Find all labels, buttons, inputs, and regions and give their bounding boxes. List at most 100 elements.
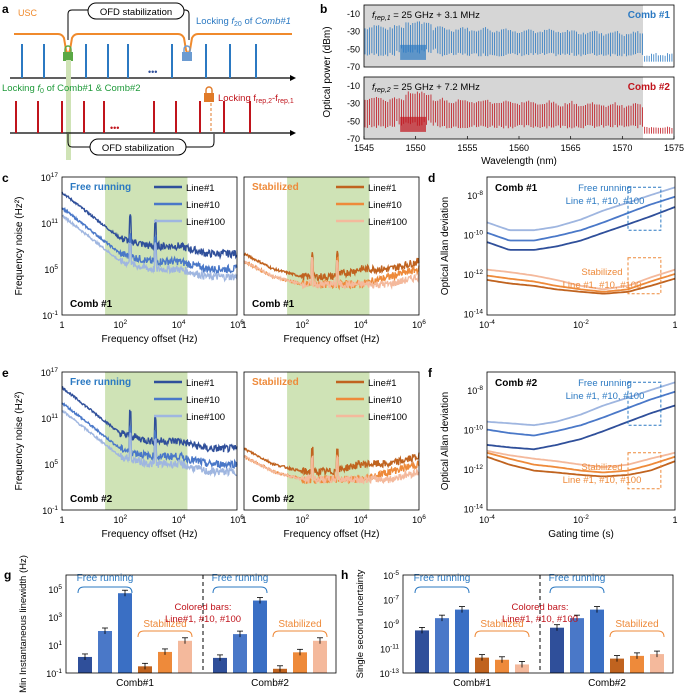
- noise-xlabel: Frequency offset (Hz): [102, 334, 198, 345]
- stab-label: Stabilized: [278, 619, 321, 630]
- noise-series-Line#1: [243, 256, 420, 290]
- bar-ytick: 103: [48, 612, 62, 623]
- bar-ytick: 101: [48, 640, 62, 651]
- stab-label: Stabilized: [143, 619, 186, 630]
- stab-label: Stabilized: [615, 619, 658, 630]
- noise-xlabel: Frequency offset (Hz): [284, 334, 380, 345]
- bar-Stabilized Line#100: [650, 654, 664, 673]
- legend-label: Line#100: [368, 217, 407, 228]
- noise-series-Line#10: [61, 402, 238, 470]
- free-label: Free running: [549, 573, 606, 584]
- allan-free-lines: Line #1, #10, #100: [566, 196, 645, 207]
- noise-xtick: 1: [241, 515, 246, 525]
- noise-xlabel: Frequency offset (Hz): [102, 529, 198, 540]
- spec-xticks: 1545 1550 1555 1560 1565 1570 1575: [354, 136, 684, 153]
- bar-ytick: 10-5: [383, 570, 399, 581]
- spec-ytick: -50: [347, 44, 360, 54]
- noise-xtick: 102: [296, 319, 310, 330]
- spec-ytick: -70: [347, 62, 360, 72]
- spec-ytick: -10: [347, 81, 360, 91]
- legend-label: Line#10: [368, 395, 402, 406]
- bar-Stabilized Line#10: [293, 652, 307, 673]
- comb1-axis-arrow: [290, 75, 296, 81]
- free-bracket: [77, 586, 133, 594]
- noise-series-Line#1: [61, 409, 238, 478]
- bar-Stabilized Line#10: [158, 651, 172, 673]
- bar-Stabilized Line#1: [610, 658, 624, 673]
- noise-frame: [243, 176, 420, 316]
- free-bracket: [212, 586, 268, 594]
- spec-xtick: 1555: [457, 143, 477, 153]
- panel-h: h Free running Stabilized Comb#1 Free runnin…: [341, 568, 674, 689]
- allan-stab-lines: Line #1, #10, #100: [563, 475, 642, 486]
- free-bracket: [414, 586, 470, 594]
- spec-xtick: 1575: [664, 143, 684, 153]
- note2: Line#1, #10, #100: [165, 614, 241, 625]
- comb2-dots: •••: [110, 123, 119, 133]
- group-label: Comb#1: [453, 678, 491, 689]
- bar-Free running Line#1: [550, 627, 564, 673]
- allan-ytick: 10-12: [464, 464, 484, 475]
- noise-ytick: 10-1: [42, 505, 58, 516]
- bar-Stabilized Line#10: [630, 655, 644, 673]
- noise-ytick: 1017: [41, 172, 59, 183]
- spec-xtick: 1550: [406, 143, 426, 153]
- noise-xtick: 1: [59, 515, 64, 525]
- noise-xtick: 102: [296, 514, 310, 525]
- allan-ytick: 10-10: [464, 229, 484, 240]
- allan-xtick: 10-2: [573, 514, 589, 525]
- offset-band: [287, 177, 370, 315]
- panel-label: d: [428, 171, 435, 185]
- allan-frame: [486, 371, 676, 511]
- noise-series-Line#10: [61, 206, 238, 276]
- noise-xtick: 106: [230, 319, 244, 330]
- free-box: [627, 381, 662, 426]
- free-label: Free running: [414, 573, 471, 584]
- noise-xtick: 106: [412, 514, 426, 525]
- f0-band: [66, 60, 71, 160]
- spec-ytick: -30: [347, 99, 360, 109]
- bar-Free running Line#100: [455, 609, 469, 673]
- comb-label: Comb #1: [70, 299, 113, 310]
- allan-xtick: 10-4: [479, 319, 495, 330]
- note1: Colored bars:: [511, 602, 568, 613]
- noise-frame: [61, 371, 238, 511]
- allan-ytick: 10-14: [464, 308, 484, 319]
- bar-Free running Line#100: [590, 609, 604, 673]
- allan-comb: Comb #1: [495, 183, 538, 194]
- usc-line: [14, 33, 292, 54]
- spec1-comb: Comb #1: [628, 10, 671, 21]
- allan-ytick: 10-10: [464, 424, 484, 435]
- stab-bracket: [272, 630, 328, 638]
- lock-icon-blue: [182, 52, 192, 61]
- legend-label: Line#10: [186, 395, 220, 406]
- allan-stab-lines: Line #1, #10, #100: [563, 280, 642, 291]
- allan-ytick: 10-8: [467, 190, 483, 201]
- allan-Stab Line#1: [486, 455, 676, 478]
- allan-free-lines: Line #1, #10, #100: [566, 391, 645, 402]
- bar-ytick: 10-1: [46, 668, 62, 679]
- noise-frame: [61, 176, 238, 316]
- allan-Free Line#1: [486, 206, 676, 251]
- bar-Free running Line#10: [233, 634, 247, 673]
- stab-box: [627, 257, 662, 295]
- group-label: Comb#2: [588, 678, 626, 689]
- noise-series-Line#100: [61, 191, 238, 261]
- bar-frame: [65, 574, 337, 674]
- offset-band: [287, 372, 370, 510]
- bar-Free running Line#1: [415, 630, 429, 673]
- mode-label: Free running: [70, 182, 131, 193]
- allan-Stab Line#10: [486, 273, 676, 293]
- noise-series-Line#1: [243, 454, 420, 485]
- allan-xlabel: Gating time (s): [548, 529, 614, 540]
- legend-label: Line#100: [186, 412, 225, 423]
- spec-ytick: -10: [347, 9, 360, 19]
- noise-xtick: 102: [114, 319, 128, 330]
- lock-icon-green: [63, 52, 73, 61]
- panel-label: h: [341, 568, 348, 582]
- noise-xtick: 104: [354, 514, 368, 525]
- spec-ytick: -30: [347, 27, 360, 37]
- noise-ytick: 10-1: [42, 310, 58, 321]
- spec1-label: frep,1 = 25 GHz + 3.1 MHz: [372, 10, 480, 22]
- allan-ytick: 10-8: [467, 385, 483, 396]
